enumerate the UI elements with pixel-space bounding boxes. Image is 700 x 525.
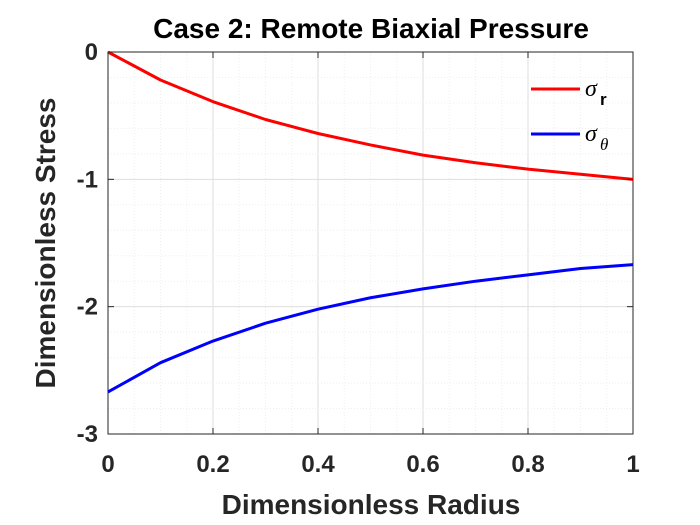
x-tick-label: 1	[626, 451, 639, 478]
y-axis-ticks: 0 -1 -2 -3	[77, 39, 633, 448]
x-tick-label: 0.6	[406, 451, 439, 478]
y-tick-label: -2	[77, 294, 98, 321]
chart-title: Case 2: Remote Biaxial Pressure	[153, 13, 589, 44]
x-tick-label: 0.8	[511, 451, 544, 478]
legend-symbol-sigma-theta: σ	[585, 121, 598, 147]
legend-subscript-sigma-r: r	[600, 90, 607, 109]
legend-symbol-sigma-r: σ	[585, 76, 598, 102]
y-tick-label: -1	[77, 166, 98, 193]
x-tick-label: 0.2	[196, 451, 229, 478]
series-lines	[107, 50, 634, 394]
y-axis-label: Dimensionless Stress	[30, 97, 61, 388]
series-line-sigma-r	[107, 50, 634, 181]
x-tick-label: 0	[101, 451, 114, 478]
series-line-sigma-theta	[107, 263, 634, 394]
legend-subscript-sigma-theta: θ	[600, 135, 608, 154]
grid	[108, 52, 633, 434]
plot-area-border	[107, 51, 634, 435]
x-tick-label: 0.4	[301, 451, 335, 478]
x-axis-ticks: 0 0.2 0.4 0.6 0.8 1	[101, 52, 640, 478]
y-tick-label: -3	[77, 421, 98, 448]
y-tick-label: 0	[85, 39, 98, 66]
x-axis-label: Dimensionless Radius	[222, 489, 521, 520]
legend: σ rσ θ	[531, 76, 608, 154]
